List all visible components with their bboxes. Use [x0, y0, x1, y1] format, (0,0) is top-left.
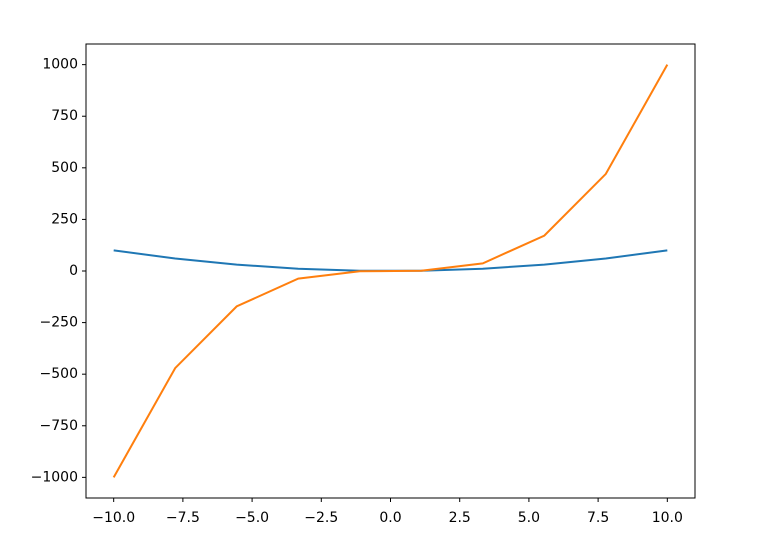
y-tick-label: −1000	[31, 469, 78, 485]
x-tick-label: 7.5	[587, 510, 609, 526]
x-tick-label: 10.0	[652, 510, 683, 526]
series-line	[112, 64, 669, 478]
x-tick-label: −2.5	[304, 510, 338, 526]
y-tick-label: 500	[51, 160, 78, 176]
y-tick-label: −250	[40, 315, 78, 331]
x-tick-label: 5.0	[518, 510, 540, 526]
y-tick-label: 1000	[42, 57, 78, 73]
y-tick-label: −750	[40, 418, 78, 434]
x-tick-label: −5.0	[235, 510, 269, 526]
x-tick-label: −10.0	[92, 510, 135, 526]
x-tick-label: −7.5	[166, 510, 200, 526]
x-tick-label: 2.5	[449, 510, 471, 526]
y-tick-label: 0	[69, 263, 78, 279]
series-line	[113, 249, 668, 272]
y-tick-label: −500	[40, 366, 78, 382]
y-tick-label: 250	[51, 211, 78, 227]
y-tick-label: 750	[51, 108, 78, 124]
x-tick-label: 0.0	[379, 510, 401, 526]
